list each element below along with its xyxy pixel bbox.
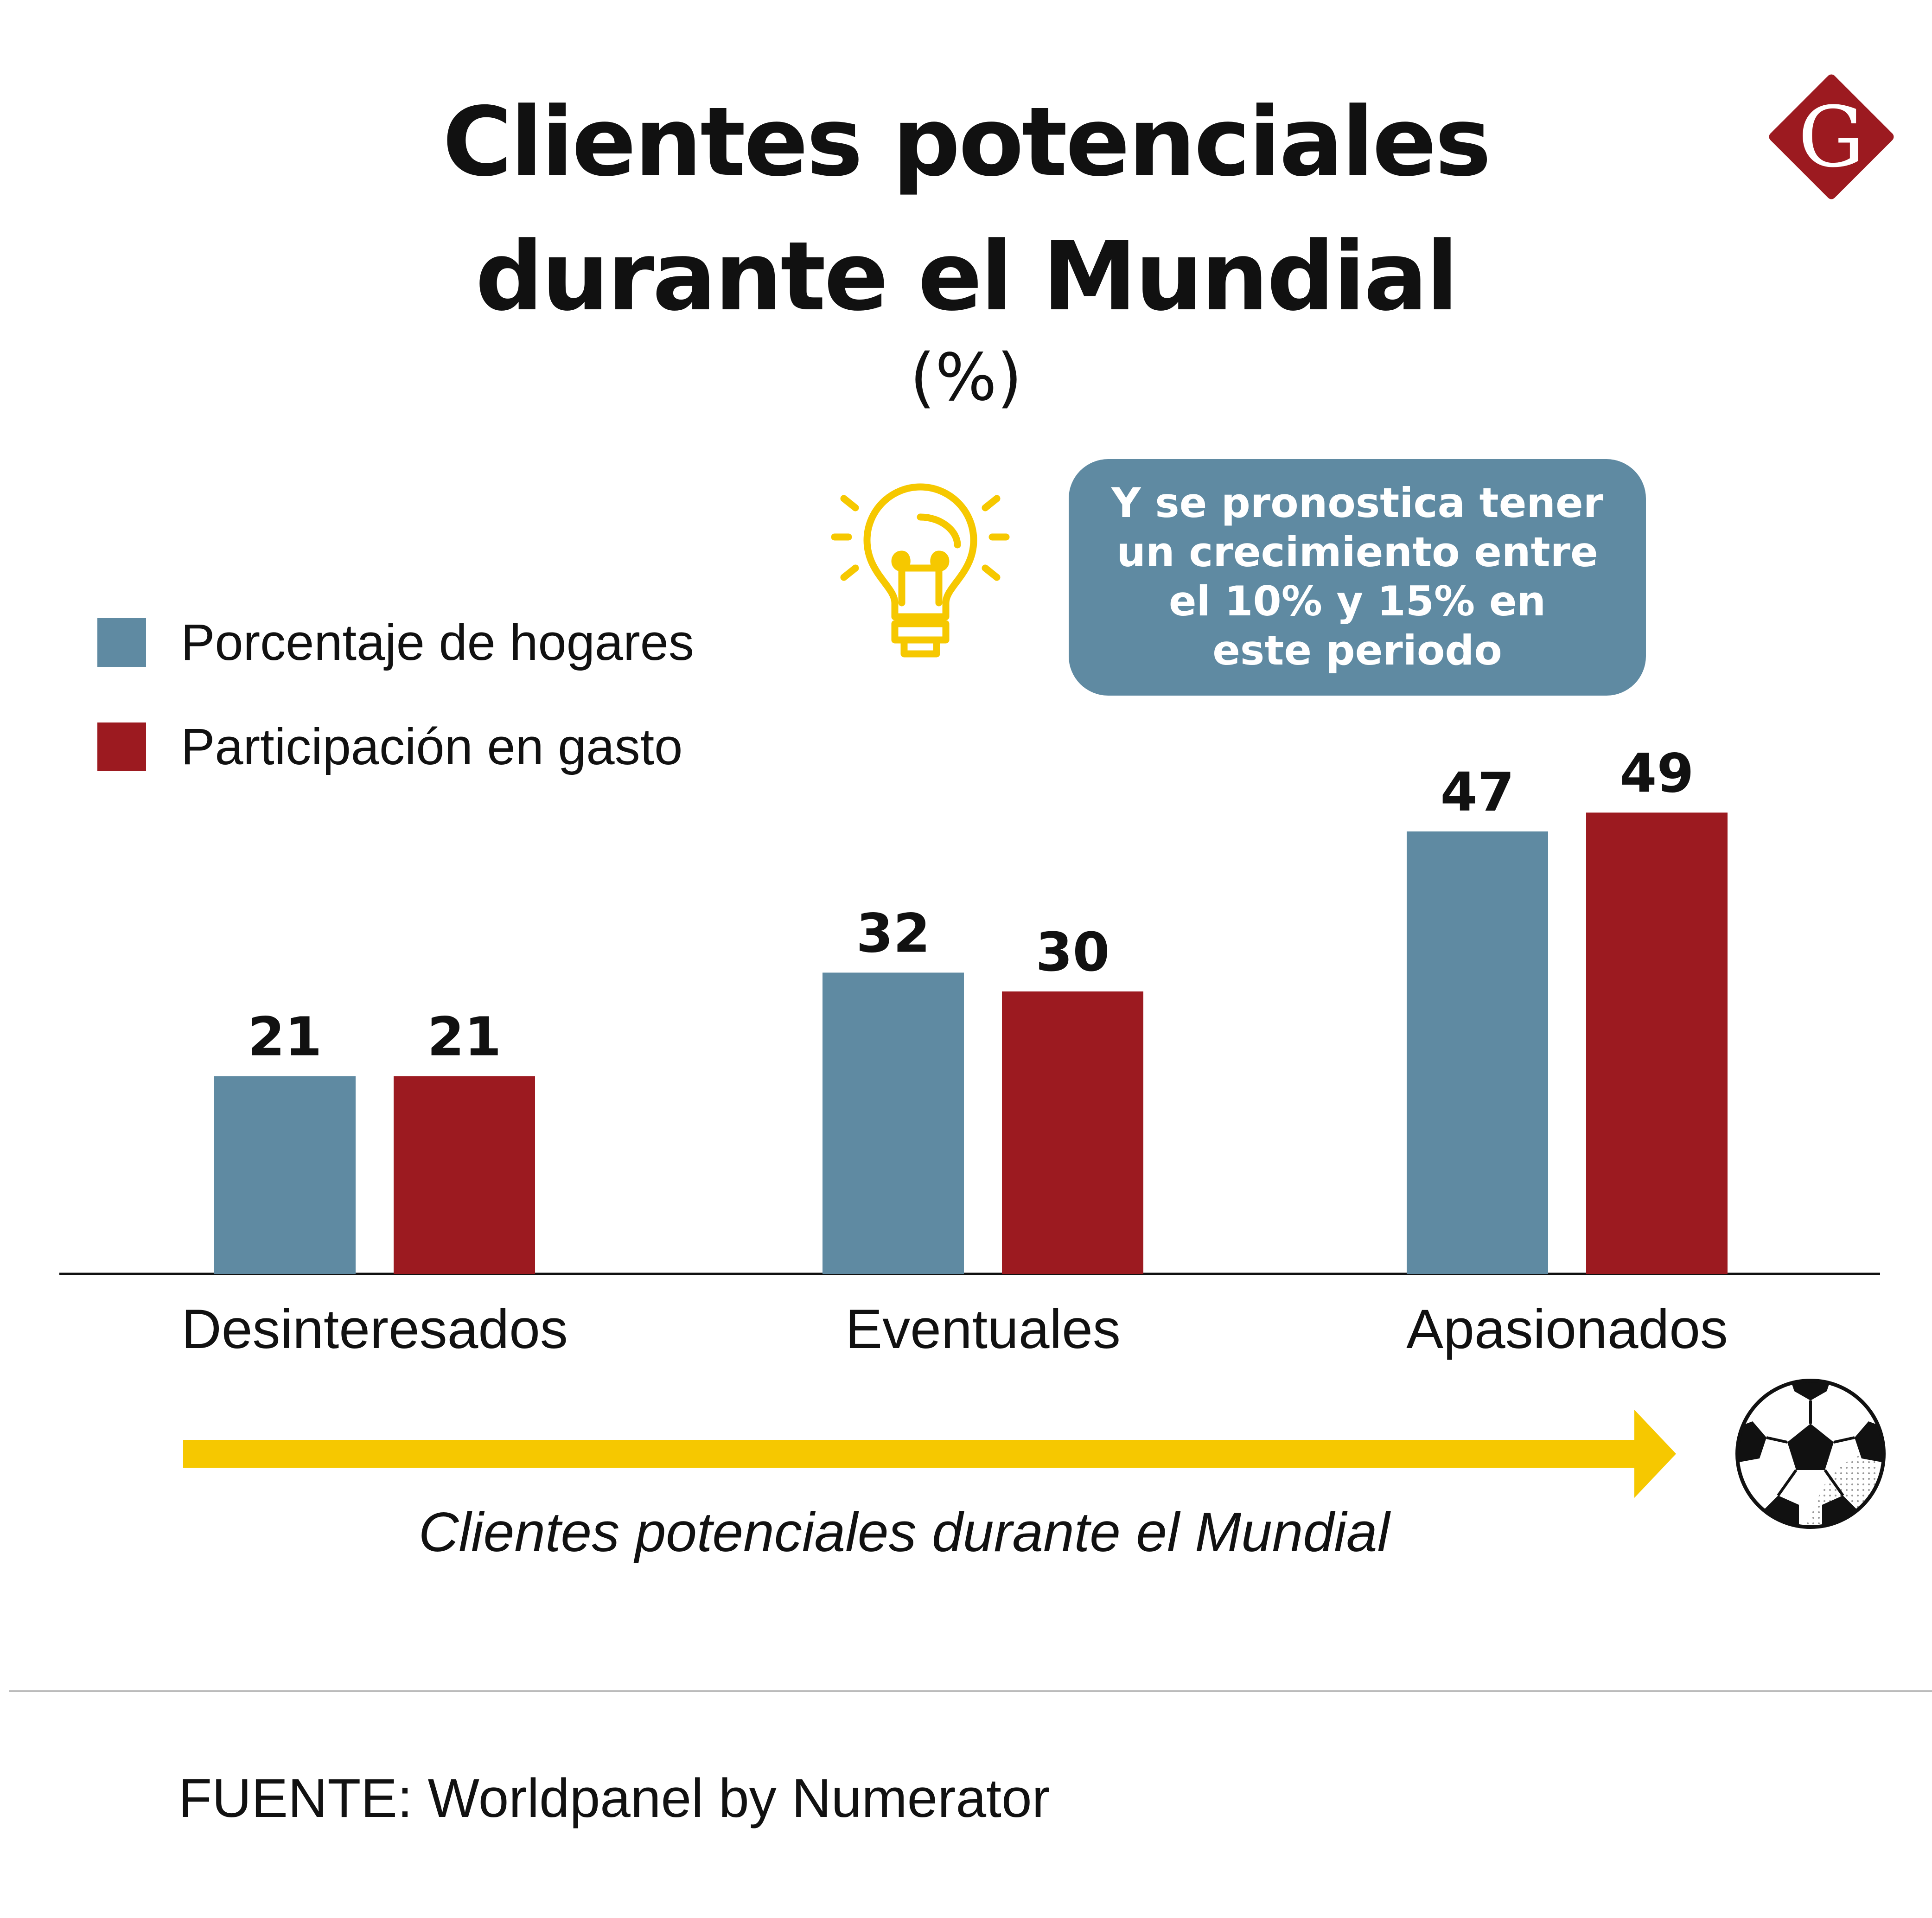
chart-subtitle: (%) [910, 340, 1022, 416]
bar-desinteresados-gasto [394, 1076, 535, 1274]
bar-apasionados-hogares [1407, 831, 1548, 1274]
forecast-callout: Y se pronostica tener un crecimiento ent… [1069, 459, 1646, 696]
data-label: 49 [1620, 742, 1694, 805]
category-label: Eventuales [845, 1298, 1121, 1360]
legend-label: Porcentaje de hogares [181, 614, 694, 671]
soccer-ball-icon [1735, 1379, 1886, 1529]
bar-apasionados-gasto [1586, 812, 1728, 1274]
callout-line: un crecimiento entre [1116, 528, 1598, 576]
light-bulb-icon [831, 483, 1010, 658]
data-label: 47 [1440, 761, 1514, 824]
data-label: 21 [427, 1006, 501, 1068]
divider [9, 1690, 1932, 1692]
legend-swatch-hogares [97, 618, 146, 667]
bar-eventuales-gasto [1002, 991, 1143, 1274]
legend-label: Participación en gasto [181, 718, 683, 775]
arrow-icon [183, 1410, 1676, 1498]
data-label: 21 [248, 1006, 322, 1068]
legend-item-gasto: Participación en gasto [97, 718, 682, 775]
logo-letter: G [1798, 89, 1865, 186]
axis-caption: Clientes potenciales durante el Mundial [418, 1501, 1390, 1563]
category-label: Apasionados [1406, 1298, 1728, 1360]
callout-line: el 10% y 15% en [1168, 577, 1546, 625]
legend-item-hogares: Porcentaje de hogares [97, 614, 694, 671]
legend-swatch-gasto [97, 722, 146, 771]
data-label: 30 [1035, 921, 1109, 984]
bar-desinteresados-hogares [214, 1076, 356, 1274]
chart-title-line-2: durante el Mundial [475, 222, 1459, 332]
bar-eventuales-hogares [823, 972, 964, 1274]
chart-title-line-1: Clientes potenciales [442, 87, 1491, 198]
source-note: FUENTE: Worldpanel by Numerator [179, 1768, 1050, 1829]
data-label: 32 [856, 902, 930, 965]
callout-line: Y se pronostica tener [1111, 479, 1604, 527]
callout-line: este periodo [1212, 627, 1502, 674]
category-label: Desinteresados [181, 1298, 568, 1360]
bar-chart: 21 21 Desinteresados 32 30 Eventuales 47 49 Apas… [59, 742, 1880, 1360]
logo-icon: G [1769, 74, 1894, 199]
